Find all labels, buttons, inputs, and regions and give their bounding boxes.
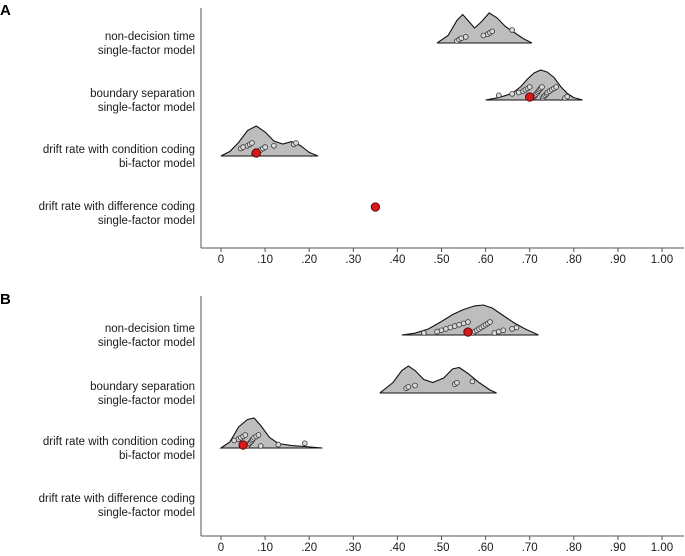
panel-a: A non-decision time single-factor model … <box>0 2 684 266</box>
panel-letter-a: A <box>0 2 11 19</box>
row-label-a-0-line1: non-decision time <box>105 31 195 43</box>
marks-b <box>219 304 663 540</box>
x-tick-label-a-4: .40 <box>389 254 405 266</box>
x-tick-label-b-3: .30 <box>345 542 361 554</box>
highlight-point-b-0 <box>463 327 473 337</box>
point-b-0-8 <box>465 319 471 325</box>
x-tick-label-a-0: 0 <box>218 254 224 266</box>
x-tick-label-b-2: .20 <box>301 542 317 554</box>
highlight-point-b-2 <box>238 440 248 450</box>
x-tick-label-a-9: .90 <box>610 254 626 266</box>
point-b-0-0 <box>421 330 427 336</box>
panel-letter-b: B <box>0 291 11 308</box>
density-a-2 <box>220 125 319 157</box>
row-label-b-3-line1: drift rate with difference coding <box>39 493 195 505</box>
x-tick-label-a-3: .30 <box>345 254 361 266</box>
point-b-0-20 <box>500 327 507 334</box>
row-label-a-2-line1: drift rate with condition coding <box>43 144 195 156</box>
point-a-1-6 <box>526 84 533 90</box>
x-tick-label-b-9: .90 <box>610 542 626 554</box>
point-b-1-1 <box>405 384 412 390</box>
row-label-a-1-line2: single-factor model <box>98 102 195 114</box>
x-tick-label-a-5: .50 <box>434 254 450 266</box>
x-tick-label-a-10: 1.00 <box>651 254 673 266</box>
point-a-2-10 <box>262 144 268 150</box>
row-label-b-3-line2: single-factor model <box>98 507 195 519</box>
row-label-a-3-line2: single-factor model <box>98 215 195 227</box>
point-a-0-8 <box>509 27 515 33</box>
point-a-2-13 <box>293 140 299 146</box>
row-label-a-0-line2: single-factor model <box>98 45 195 57</box>
highlight-point-a-1 <box>525 92 535 102</box>
x-tick-label-b-6: .60 <box>478 542 494 554</box>
x-tick-label-b-10: 1.00 <box>651 542 673 554</box>
x-tick-label-b-1: .10 <box>257 542 273 554</box>
density-b-0 <box>401 304 539 336</box>
point-b-1-2 <box>412 382 418 389</box>
point-b-2-16 <box>301 440 308 447</box>
density-b-1 <box>379 365 497 394</box>
point-b-2-4 <box>242 432 249 438</box>
point-a-1-0 <box>495 92 502 99</box>
highlight-point-a-3 <box>370 202 381 212</box>
point-b-1-4 <box>454 379 460 386</box>
point-a-2-11 <box>271 143 277 149</box>
point-b-2-15 <box>275 441 282 448</box>
density-a-0 <box>436 12 533 44</box>
marks-a <box>220 12 663 252</box>
x-tick-label-b-5: .50 <box>434 542 450 554</box>
category-labels-a: non-decision time single-factor model bo… <box>39 31 195 227</box>
panel-b: B non-decision time single-factor model … <box>0 291 684 554</box>
point-a-1-1 <box>509 91 515 97</box>
x-tick-label-a-8: .80 <box>566 254 582 266</box>
row-label-b-2-line1: drift rate with condition coding <box>43 436 195 448</box>
row-label-b-1-line1: boundary separation <box>90 381 195 393</box>
row-label-a-2-line2: bi-factor model <box>119 158 195 170</box>
category-labels-b: non-decision time single-factor model bo… <box>39 323 195 519</box>
point-b-0-22 <box>513 324 520 331</box>
x-tick-label-b-4: .40 <box>389 542 405 554</box>
point-a-1-24 <box>553 84 559 90</box>
x-tick-label-b-8: .80 <box>566 542 582 554</box>
density-b-2 <box>219 417 323 449</box>
point-a-0-3 <box>462 34 469 40</box>
point-b-0-17 <box>487 319 493 325</box>
point-a-0-2 <box>458 35 465 42</box>
point-b-2-13 <box>255 432 262 438</box>
x-tick-label-a-2: .20 <box>301 254 317 266</box>
density-a-1 <box>485 69 583 101</box>
point-b-1-5 <box>469 378 476 385</box>
x-tick-label-a-7: .70 <box>522 254 538 266</box>
point-b-2-14 <box>257 443 264 449</box>
point-b-0-6 <box>456 321 462 328</box>
point-a-2-4 <box>249 140 255 146</box>
x-tick-label-b-0: 0 <box>218 542 224 554</box>
x-tick-label-a-1: .10 <box>257 254 273 266</box>
point-a-0-7 <box>489 28 496 35</box>
x-tick-labels-b: 0 .10 .20 .30 .40 .50 .60 .70 .80 .90 1.… <box>218 542 673 554</box>
row-label-a-3-line1: drift rate with difference coding <box>39 201 195 213</box>
x-tick-label-a-6: .60 <box>478 254 494 266</box>
row-label-b-0-line1: non-decision time <box>105 323 195 335</box>
point-a-1-15 <box>539 84 545 90</box>
row-label-b-1-line2: single-factor model <box>98 395 195 407</box>
row-label-b-0-line2: single-factor model <box>98 337 195 349</box>
highlight-point-a-2 <box>251 148 261 158</box>
row-label-a-1-line1: boundary separation <box>90 88 195 100</box>
point-a-1-26 <box>564 93 570 100</box>
x-tick-labels-a: 0 .10 .20 .30 .40 .50 .60 .70 .80 .90 1.… <box>218 254 673 266</box>
x-tick-label-b-7: .70 <box>522 542 538 554</box>
row-label-b-2-line2: bi-factor model <box>119 450 195 462</box>
